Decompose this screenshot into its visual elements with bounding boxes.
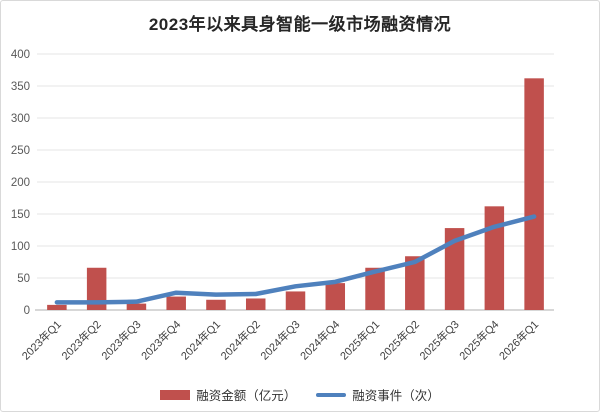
x-tick-label: 2023年Q1	[19, 317, 64, 362]
legend-bar-swatch	[160, 389, 191, 400]
legend-line-label: 融资事件（次）	[352, 389, 440, 403]
y-tick-label: 350	[11, 81, 30, 93]
legend-bar-label: 融资金额（亿元）	[196, 389, 297, 403]
y-tick-label: 0	[24, 305, 30, 317]
bar	[245, 298, 266, 310]
x-tick-label: 2025年Q1	[337, 317, 382, 362]
x-tick-label: 2026年Q1	[496, 317, 541, 362]
x-tick-label: 2024年Q4	[297, 317, 342, 362]
bar	[405, 256, 425, 310]
x-tick-label: 2025年Q3	[416, 317, 461, 362]
bar	[126, 303, 147, 310]
x-tick-label: 2024年Q3	[257, 317, 302, 362]
y-tick-label: 200	[11, 177, 30, 189]
y-tick-label: 400	[11, 49, 30, 61]
legend-line-swatch	[316, 392, 347, 397]
line-series	[54, 214, 537, 305]
legend: 融资金额（亿元） 融资事件（次）	[1, 385, 599, 404]
bar	[365, 267, 385, 310]
y-tick-label: 250	[11, 145, 30, 157]
x-tick-label: 2023年Q4	[138, 317, 183, 362]
bar	[47, 304, 67, 310]
x-tick-label: 2023年Q2	[58, 317, 103, 362]
x-tick-label: 2024年Q1	[178, 317, 223, 362]
bar	[206, 299, 226, 310]
x-tick-label: 2025年Q4	[456, 317, 501, 362]
bar	[86, 267, 107, 310]
chart-title: 2023年以来具身智能一级市场融资情况	[148, 15, 452, 34]
x-tick-label: 2025年Q2	[377, 317, 422, 362]
bar	[524, 78, 544, 310]
y-tick-label: 300	[11, 113, 30, 125]
x-tick-label: 2024年Q2	[217, 317, 262, 362]
x-tick-label: 2023年Q3	[98, 317, 143, 362]
y-tick-label: 100	[11, 241, 30, 253]
bar	[484, 206, 505, 310]
bar	[444, 228, 465, 310]
bar	[166, 296, 186, 310]
y-tick-label: 50	[17, 273, 30, 285]
bar	[285, 291, 306, 310]
y-tick-label: 150	[11, 209, 30, 221]
bar	[325, 283, 346, 310]
